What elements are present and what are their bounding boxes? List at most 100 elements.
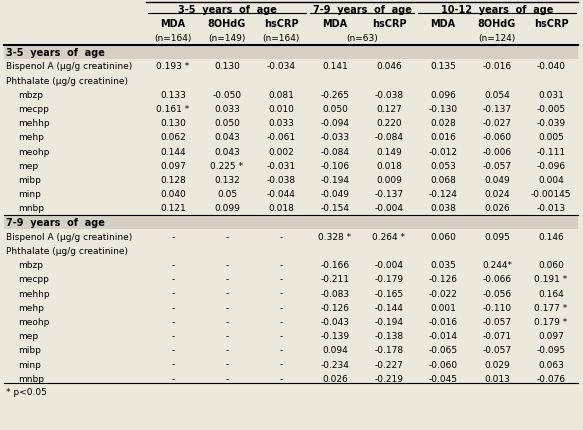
Text: 0.018: 0.018 — [268, 204, 294, 213]
Text: -0.137: -0.137 — [374, 190, 403, 199]
Text: -0.012: -0.012 — [429, 147, 458, 156]
Text: 7-9  years  of  age: 7-9 years of age — [312, 5, 412, 15]
Text: -: - — [171, 303, 175, 312]
Text: -0.265: -0.265 — [321, 91, 349, 100]
Text: -0.005: -0.005 — [536, 105, 566, 114]
Text: 0.127: 0.127 — [376, 105, 402, 114]
Text: -: - — [279, 261, 283, 270]
Text: -0.022: -0.022 — [429, 289, 458, 298]
Text: -: - — [171, 289, 175, 298]
Text: * p<0.05: * p<0.05 — [6, 387, 47, 396]
Text: -0.154: -0.154 — [321, 204, 349, 213]
Text: 0.001: 0.001 — [430, 303, 456, 312]
Text: 0.05: 0.05 — [217, 190, 237, 199]
Text: 3-5  years  of  age: 3-5 years of age — [178, 5, 276, 15]
Text: -0.057: -0.057 — [483, 317, 511, 326]
Text: -0.016: -0.016 — [429, 317, 458, 326]
Text: mep: mep — [18, 332, 38, 341]
Text: -0.076: -0.076 — [536, 374, 566, 383]
Text: Bispenol A (μg/g creatinine): Bispenol A (μg/g creatinine) — [6, 232, 132, 241]
Text: MDA: MDA — [430, 19, 455, 29]
Text: 0.049: 0.049 — [484, 175, 510, 184]
Text: -0.038: -0.038 — [374, 91, 403, 100]
Text: meohp: meohp — [18, 147, 50, 156]
Text: minp: minp — [18, 360, 41, 369]
Text: 0.141: 0.141 — [322, 62, 348, 71]
Text: -: - — [279, 303, 283, 312]
Text: -0.144: -0.144 — [374, 303, 403, 312]
Text: -0.043: -0.043 — [321, 317, 349, 326]
Text: 0.033: 0.033 — [268, 119, 294, 128]
Text: 0.040: 0.040 — [160, 190, 186, 199]
Text: -: - — [226, 374, 229, 383]
Text: -: - — [226, 346, 229, 355]
Text: -0.060: -0.060 — [483, 133, 511, 142]
Text: 0.130: 0.130 — [214, 62, 240, 71]
Text: -0.061: -0.061 — [266, 133, 296, 142]
Text: -: - — [279, 360, 283, 369]
Text: -0.083: -0.083 — [321, 289, 350, 298]
Text: 0.146: 0.146 — [538, 232, 564, 241]
Text: 0.043: 0.043 — [214, 147, 240, 156]
Text: -0.016: -0.016 — [483, 62, 511, 71]
Text: -0.179: -0.179 — [374, 275, 403, 284]
Text: -0.095: -0.095 — [536, 346, 566, 355]
Text: mep: mep — [18, 161, 38, 170]
Text: -0.165: -0.165 — [374, 289, 403, 298]
Text: -0.038: -0.038 — [266, 175, 296, 184]
Text: -: - — [279, 346, 283, 355]
Text: 0.099: 0.099 — [214, 204, 240, 213]
Text: -0.044: -0.044 — [266, 190, 296, 199]
Text: 0.135: 0.135 — [430, 62, 456, 71]
Text: 7-9  years  of  age: 7-9 years of age — [6, 218, 105, 227]
Text: -0.138: -0.138 — [374, 332, 403, 341]
Text: 0.004: 0.004 — [538, 175, 564, 184]
Text: 0.060: 0.060 — [538, 261, 564, 270]
Text: -0.034: -0.034 — [266, 62, 296, 71]
Text: -: - — [171, 261, 175, 270]
Text: -: - — [171, 275, 175, 284]
Text: -: - — [226, 261, 229, 270]
Text: 0.164: 0.164 — [538, 289, 564, 298]
Text: 0.016: 0.016 — [430, 133, 456, 142]
Text: (n=149): (n=149) — [208, 34, 245, 43]
Text: -: - — [279, 289, 283, 298]
Text: -0.139: -0.139 — [321, 332, 350, 341]
Text: -0.084: -0.084 — [321, 147, 349, 156]
Text: MDA: MDA — [160, 19, 185, 29]
Text: 0.220: 0.220 — [376, 119, 402, 128]
Text: -: - — [171, 317, 175, 326]
Text: hsCRP: hsCRP — [533, 19, 568, 29]
Text: -0.126: -0.126 — [321, 303, 349, 312]
Text: -0.194: -0.194 — [374, 317, 403, 326]
Text: 0.038: 0.038 — [430, 204, 456, 213]
Text: -0.040: -0.040 — [536, 62, 566, 71]
Text: 0.005: 0.005 — [538, 133, 564, 142]
Text: 0.097: 0.097 — [538, 332, 564, 341]
Bar — [4, 46, 578, 60]
Text: -0.194: -0.194 — [321, 175, 349, 184]
Text: -0.094: -0.094 — [321, 119, 349, 128]
Text: -0.110: -0.110 — [483, 303, 511, 312]
Text: -0.227: -0.227 — [374, 360, 403, 369]
Text: 0.062: 0.062 — [160, 133, 186, 142]
Text: Phthalate (μg/g creatinine): Phthalate (μg/g creatinine) — [6, 77, 128, 86]
Text: 0.096: 0.096 — [430, 91, 456, 100]
Text: 0.179 *: 0.179 * — [535, 317, 568, 326]
Text: mehp: mehp — [18, 133, 44, 142]
Text: (n=124): (n=124) — [479, 34, 515, 43]
Text: -: - — [279, 374, 283, 383]
Text: 0.081: 0.081 — [268, 91, 294, 100]
Text: 0.225 *: 0.225 * — [210, 161, 244, 170]
Text: minp: minp — [18, 190, 41, 199]
Text: -0.211: -0.211 — [321, 275, 349, 284]
Text: -0.060: -0.060 — [429, 360, 458, 369]
Text: -: - — [226, 275, 229, 284]
Text: hsCRP: hsCRP — [264, 19, 298, 29]
Text: mbzp: mbzp — [18, 261, 43, 270]
Text: -: - — [279, 232, 283, 241]
Text: 0.054: 0.054 — [484, 91, 510, 100]
Text: (n=164): (n=164) — [262, 34, 300, 43]
Text: -0.004: -0.004 — [374, 261, 403, 270]
Text: -: - — [171, 360, 175, 369]
